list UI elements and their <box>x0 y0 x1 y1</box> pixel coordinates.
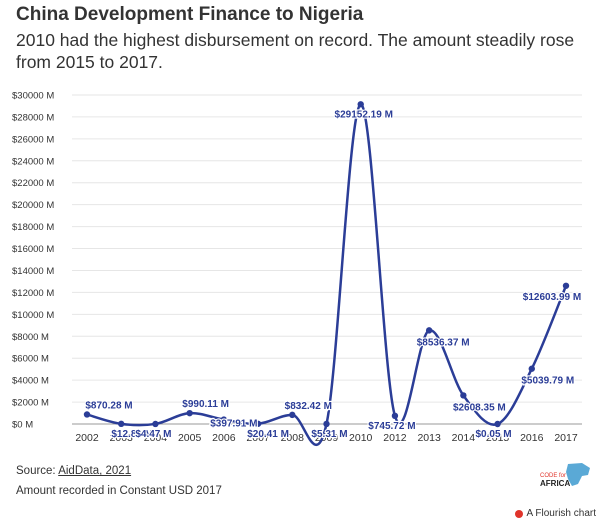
data-point <box>186 409 193 417</box>
data-point <box>254 420 262 427</box>
flourish-label: A Flourish chart <box>526 508 596 519</box>
data-point <box>220 416 228 423</box>
data-label: $20.41 M <box>247 429 289 440</box>
y-tick-label: $8000 M <box>12 332 49 343</box>
source-prefix: Source: <box>16 465 59 477</box>
y-tick-label: $14000 M <box>12 266 54 277</box>
x-tick-label: 2010 <box>349 432 373 444</box>
data-label: $5.31 M <box>311 429 347 440</box>
y-tick-label: $6000 M <box>12 354 49 365</box>
y-tick-label: $28000 M <box>12 112 54 123</box>
y-tick-label: $26000 M <box>12 134 54 145</box>
y-tick-label: $12000 M <box>12 288 54 299</box>
data-label: $29152.19 M <box>335 109 393 120</box>
x-tick-label: 2003 <box>110 432 134 444</box>
data-point <box>528 365 535 372</box>
data-point <box>562 282 570 289</box>
data-point <box>83 411 91 418</box>
data-point <box>460 392 467 399</box>
chart-title: China Development Finance to Nigeria <box>16 4 364 25</box>
line-chart: $0 M $2000 M $4000 M $6000 M $8000 M $10000 M… <box>12 91 582 446</box>
data-point <box>391 412 399 420</box>
data-label: $4.47 M <box>135 429 171 440</box>
y-tick-label: $20000 M <box>12 200 54 211</box>
data-label: $990.11 M <box>182 399 229 410</box>
data-label: $12.83 M <box>111 429 153 440</box>
y-tick-label: $10000 M <box>12 310 54 321</box>
source-line: Source: AidData, 2021 <box>16 465 131 477</box>
x-tick-label: 2004 <box>144 432 168 444</box>
data-label: $2608.35 M <box>453 402 506 413</box>
logo-line2: AFRICA <box>540 479 570 488</box>
data-label: $0.05 M <box>476 429 512 440</box>
y-tick-label: $30000 M <box>12 91 54 102</box>
x-tick-label: 2006 <box>212 432 236 444</box>
data-point <box>425 327 433 334</box>
data-label: $397.91 M <box>210 419 257 430</box>
y-tick-label: $0 M <box>12 420 33 431</box>
x-tick-label: 2014 <box>452 432 476 444</box>
y-tick-label: $24000 M <box>12 156 54 167</box>
data-label: $832.42 M <box>285 401 332 412</box>
x-tick-label: 2008 <box>281 432 305 444</box>
y-tick-label: $18000 M <box>12 222 54 233</box>
x-tick-label: 2005 <box>178 432 202 444</box>
x-tick-label: 2016 <box>520 432 544 444</box>
data-point <box>118 420 125 428</box>
x-tick-label: 2007 <box>246 432 270 444</box>
series-line <box>86 103 568 446</box>
chart-subtitle: 2010 had the highest disbursement on rec… <box>16 30 575 72</box>
code-for-africa-logo: CODE for AFRICA <box>540 463 590 488</box>
data-point <box>494 420 501 428</box>
x-tick-label: 2017 <box>554 432 578 444</box>
data-label: $5039.79 M <box>521 376 574 387</box>
flourish-credit[interactable]: A Flourish chart <box>514 508 596 519</box>
x-tick-label: 2013 <box>417 432 441 444</box>
data-label: $870.28 M <box>85 400 132 411</box>
data-label: $8536.37 M <box>417 337 470 348</box>
source-link[interactable]: AidData, 2021 <box>58 465 132 477</box>
x-tick-label: 2002 <box>75 432 99 444</box>
y-tick-label: $2000 M <box>12 398 49 409</box>
data-point <box>323 420 330 428</box>
data-point <box>152 420 159 428</box>
logo-line1: CODE for <box>540 473 566 479</box>
data-label: $12603.99 M <box>523 292 581 303</box>
data-point <box>357 101 364 108</box>
x-tick-label: 2012 <box>383 432 407 444</box>
data-point <box>289 411 296 419</box>
y-tick-label: $22000 M <box>12 178 54 189</box>
data-label: $745.72 M <box>368 421 415 432</box>
y-tick-label: $16000 M <box>12 244 54 255</box>
flourish-icon <box>514 509 523 518</box>
x-tick-label: 2015 <box>486 432 510 444</box>
footer-note: Amount recorded in Constant USD 2017 <box>16 485 222 497</box>
africa-shape-icon <box>566 463 590 486</box>
y-tick-label: $4000 M <box>12 376 49 387</box>
